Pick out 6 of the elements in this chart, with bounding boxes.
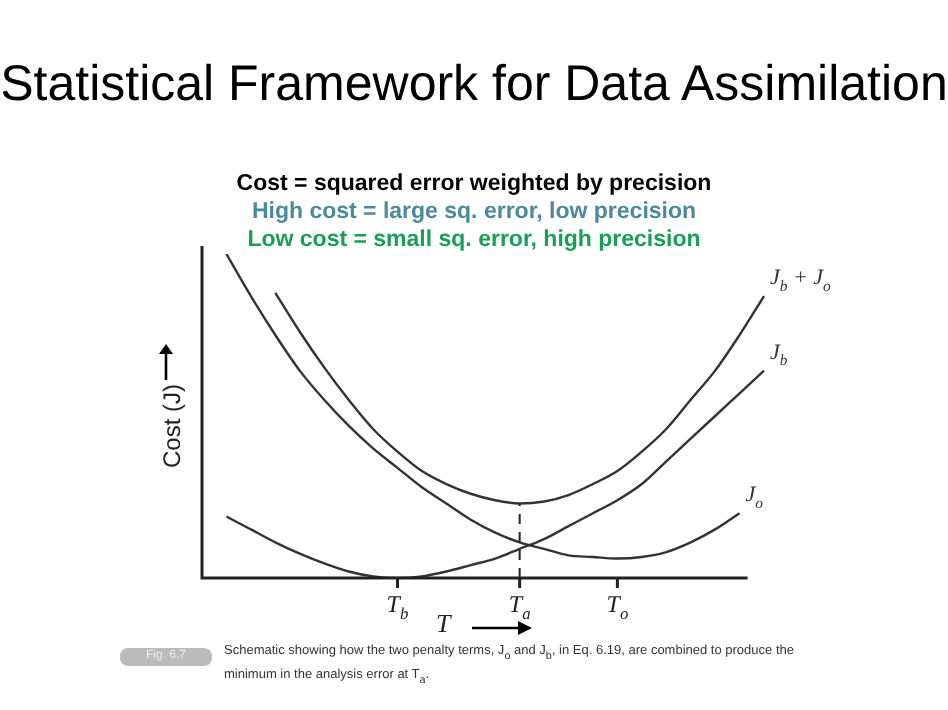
chart-title: Statistical Framework for Data Assimilation (0, 56, 948, 114)
chart-subtitle: Cost = squared error weighted by precision (234, 172, 714, 196)
x-axis-title: T (436, 608, 451, 640)
text: Low cost = small sq. error, high precision (245, 228, 703, 252)
y-axis-title: Cost (J) (158, 382, 186, 472)
text: High cost = large sq. error, low precision (249, 200, 699, 224)
